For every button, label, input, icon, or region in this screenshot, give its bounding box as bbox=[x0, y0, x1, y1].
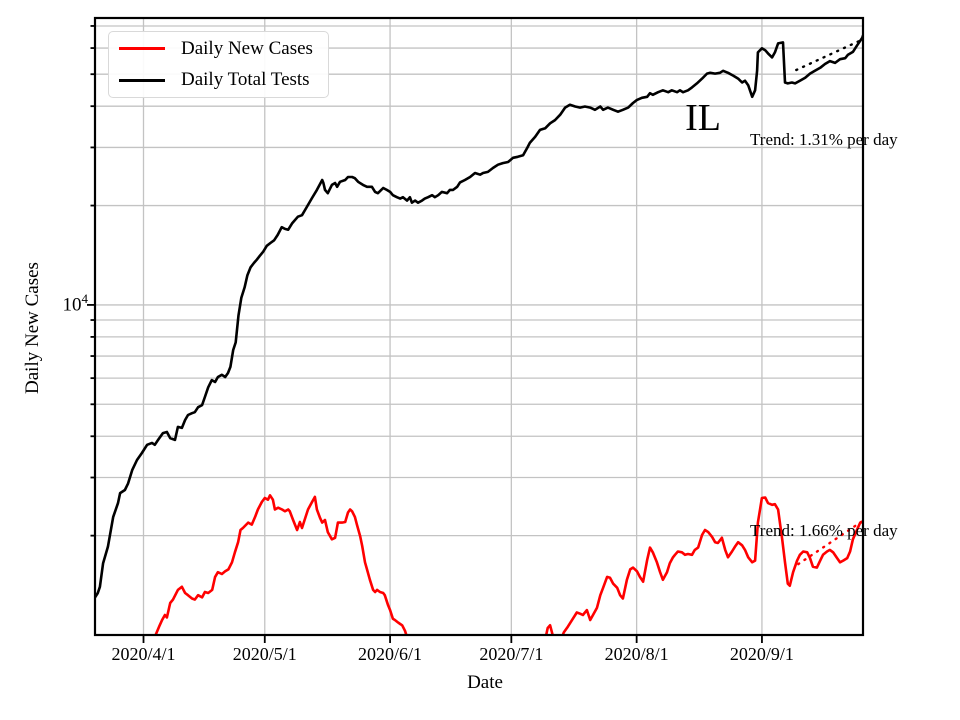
cases-trend-annotation: Trend: 1.66% per day bbox=[750, 521, 898, 540]
legend-entry-tests: Daily Total Tests bbox=[109, 65, 328, 95]
x-tick-label: 2020/7/1 bbox=[479, 644, 544, 664]
cases-trend-line bbox=[797, 519, 863, 566]
y-tick-label-10e4: 104 bbox=[63, 291, 89, 316]
daily-new-cases-line bbox=[154, 493, 408, 635]
legend-label-cases: Daily New Cases bbox=[181, 37, 313, 59]
y-axis-label: Daily New Cases bbox=[22, 262, 43, 394]
plot-border bbox=[93, 16, 865, 637]
daily-total-tests-line bbox=[95, 34, 863, 599]
tick-marks bbox=[87, 25, 763, 643]
legend-entry-cases: Daily New Cases bbox=[109, 34, 328, 64]
tests-line-swatch bbox=[119, 78, 165, 82]
daily-new-cases-line bbox=[544, 623, 554, 635]
x-tick-label: 2020/5/1 bbox=[232, 644, 297, 664]
gridlines bbox=[95, 18, 863, 635]
x-tick-label: 2020/9/1 bbox=[729, 644, 794, 664]
cases-line-swatch bbox=[119, 47, 165, 51]
daily-new-cases-line bbox=[561, 496, 863, 635]
tests-trend-line bbox=[795, 38, 863, 72]
y-tick-exponent: 4 bbox=[81, 291, 89, 306]
x-tick-label: 2020/6/1 bbox=[358, 644, 423, 664]
x-tick-label: 2020/8/1 bbox=[604, 644, 669, 664]
legend-label-tests: Daily Total Tests bbox=[181, 69, 310, 91]
state-annotation: IL bbox=[685, 97, 721, 139]
legend: Daily New Cases Daily Total Tests bbox=[108, 31, 329, 98]
plot-lines bbox=[95, 34, 863, 635]
x-axis-label: Date bbox=[467, 672, 503, 693]
tests-trend-annotation: Trend: 1.31% per day bbox=[750, 130, 898, 149]
x-tick-label: 2020/4/1 bbox=[111, 644, 176, 664]
y-tick-base: 10 bbox=[62, 294, 82, 316]
